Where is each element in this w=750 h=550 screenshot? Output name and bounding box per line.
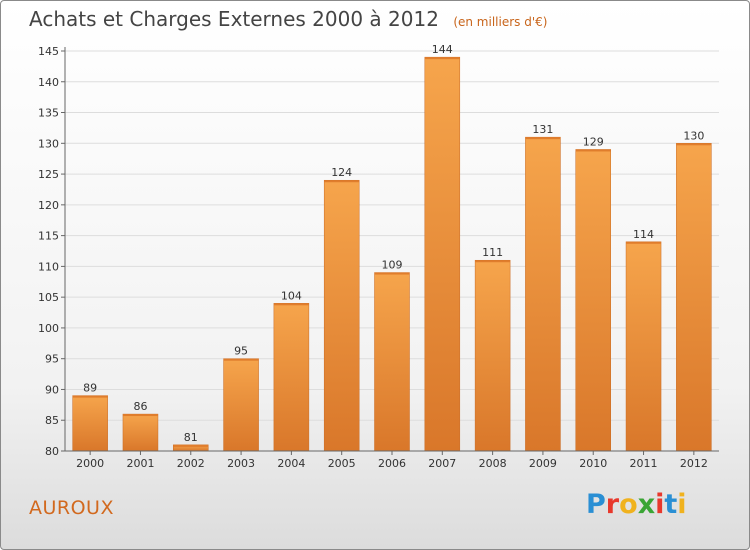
bar-top-edge <box>525 137 561 140</box>
bar-2005 <box>323 179 360 452</box>
data-label: 109 <box>382 259 403 272</box>
logo-letter: r <box>605 489 620 520</box>
logo-letter: i <box>655 489 665 520</box>
bar-2006 <box>374 272 410 452</box>
bar-2012 <box>676 143 712 452</box>
logo-letter: P <box>586 489 606 520</box>
logo-letter: x <box>637 489 656 520</box>
chart-title-text: Achats et Charges Externes 2000 à 2012 <box>29 7 439 31</box>
data-label: 104 <box>281 289 302 302</box>
x-tick-label: 2012 <box>680 457 708 470</box>
bar-2004 <box>273 303 310 452</box>
data-label: 130 <box>683 129 704 142</box>
bar-2009 <box>525 136 561 452</box>
data-label: 131 <box>532 123 553 136</box>
bar-2011 <box>625 241 662 452</box>
y-tick-label: 85 <box>45 414 59 427</box>
bar-top-edge <box>424 57 460 60</box>
bar-top-edge <box>72 395 108 398</box>
bar-2001 <box>122 413 159 452</box>
x-tick-label: 2007 <box>428 457 456 470</box>
data-label: 95 <box>234 345 248 358</box>
x-tick-label: 2002 <box>177 457 205 470</box>
chart-subtitle: (en milliers d'€) <box>453 15 548 29</box>
chart-title: Achats et Charges Externes 2000 à 2012 (… <box>29 7 547 31</box>
data-label: 124 <box>331 166 352 179</box>
logo-letter: i <box>677 489 687 520</box>
bar-top-edge <box>122 414 158 417</box>
bar-2003 <box>223 358 259 452</box>
data-label: 111 <box>482 246 503 259</box>
data-label: 144 <box>432 43 453 56</box>
bar-top-edge <box>324 180 360 183</box>
y-tick-label: 80 <box>45 445 59 458</box>
town-name: AUROUX <box>29 497 114 519</box>
bar-top-edge <box>223 358 259 361</box>
data-label: 114 <box>633 228 654 241</box>
axes: 80 85 90 95 100 105 110 115 120 125 130 135 140 145 20… <box>38 45 719 470</box>
y-tick-label: 120 <box>38 199 59 212</box>
data-label: 129 <box>583 135 604 148</box>
y-tick-label: 110 <box>38 260 59 273</box>
bar-top-edge <box>374 272 410 275</box>
logo-letter: t <box>664 489 678 520</box>
bar-top-edge <box>676 143 712 146</box>
bars <box>72 56 712 452</box>
bar-top-edge <box>173 444 209 447</box>
y-tick-label: 130 <box>38 137 59 150</box>
bar-2010 <box>575 149 611 452</box>
y-tick-label: 115 <box>38 230 59 243</box>
x-tick-label: 2003 <box>227 457 255 470</box>
y-tick-label: 145 <box>38 45 59 58</box>
data-labels: 89 86 81 95 104 124 109 144 111 131 129 114 130 <box>83 43 704 444</box>
x-tick-label: 2001 <box>126 457 154 470</box>
bar-2008 <box>474 259 511 452</box>
data-label: 89 <box>83 382 97 395</box>
data-label: 86 <box>133 400 147 413</box>
bar-2007 <box>424 56 461 452</box>
x-tick-label: 2009 <box>529 457 557 470</box>
x-tick-label: 2011 <box>630 457 658 470</box>
bar-top-edge <box>626 241 662 244</box>
data-label: 81 <box>184 431 198 444</box>
y-tick-label: 135 <box>38 107 59 120</box>
proxiti-logo: Proxiti <box>586 489 687 520</box>
bar-top-edge <box>273 303 309 306</box>
x-tick-label: 2008 <box>479 457 507 470</box>
x-tick-label: 2000 <box>76 457 104 470</box>
x-tick-label: 2004 <box>277 457 305 470</box>
bar-top-edge <box>575 149 611 152</box>
bar-2000 <box>72 395 108 452</box>
y-tick-label: 140 <box>38 76 59 89</box>
x-tick-label: 2010 <box>579 457 607 470</box>
y-tick-label: 125 <box>38 168 59 181</box>
y-tick-label: 105 <box>38 291 59 304</box>
logo-letter: o <box>619 489 638 520</box>
bar-top-edge <box>475 260 511 263</box>
x-tick-label: 2005 <box>328 457 356 470</box>
y-tick-label: 100 <box>38 322 59 335</box>
x-tick-label: 2006 <box>378 457 406 470</box>
y-tick-label: 95 <box>45 353 59 366</box>
y-tick-label: 90 <box>45 383 59 396</box>
